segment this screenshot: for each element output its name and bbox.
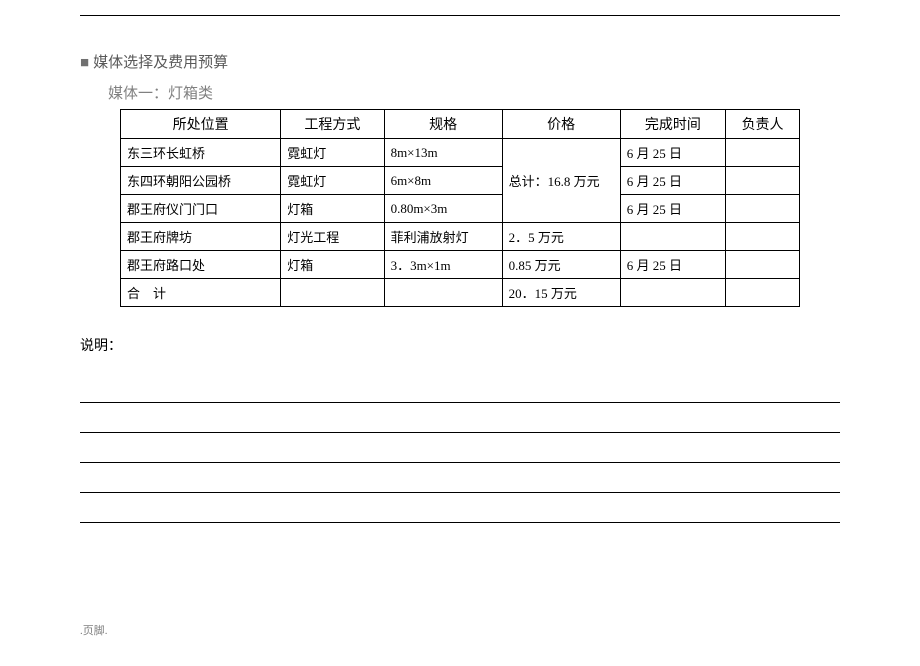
document-content: ■媒体选择及费用预算 媒体一：灯箱类 所处位置 工程方式 规格 价格 完成时间 … [80, 16, 840, 523]
header-person: 负责人 [726, 110, 800, 139]
cell-location: 郡王府仪门门口 [121, 195, 281, 223]
notes-section: 说明： [80, 335, 840, 523]
cell-time: 6 月 25 日 [620, 167, 725, 195]
cell-location: 东三环长虹桥 [121, 139, 281, 167]
sub-heading: 媒体一：灯箱类 [108, 82, 840, 103]
header-method: 工程方式 [281, 110, 384, 139]
table-total-row: 合 计 20．15 万元 [121, 279, 800, 307]
notes-line [80, 463, 840, 493]
cell-time: 6 月 25 日 [620, 139, 725, 167]
cell-method: 灯光工程 [281, 223, 384, 251]
table-row: 东三环长虹桥 霓虹灯 8m×13m 总计：16.8 万元 6 月 25 日 [121, 139, 800, 167]
notes-line [80, 433, 840, 463]
cell-price: 2．5 万元 [502, 223, 620, 251]
cell-location: 郡王府路口处 [121, 251, 281, 279]
cell-spec: 8m×13m [384, 139, 502, 167]
cell-person [726, 139, 800, 167]
bullet-icon: ■ [80, 55, 89, 71]
cell-spec: 0.80m×3m [384, 195, 502, 223]
table-row: 郡王府路口处 灯箱 3．3m×1m 0.85 万元 6 月 25 日 [121, 251, 800, 279]
budget-table: 所处位置 工程方式 规格 价格 完成时间 负责人 东三环长虹桥 霓虹灯 8m×1… [120, 109, 800, 307]
page-footer: .页脚. [80, 622, 108, 638]
cell-spec: 菲利浦放射灯 [384, 223, 502, 251]
header-location: 所处位置 [121, 110, 281, 139]
cell-method: 灯箱 [281, 195, 384, 223]
notes-line [80, 403, 840, 433]
header-spec: 规格 [384, 110, 502, 139]
cell-time: 6 月 25 日 [620, 251, 725, 279]
cell-location: 郡王府牌坊 [121, 223, 281, 251]
cell-spec: 3．3m×1m [384, 251, 502, 279]
cell-person [726, 167, 800, 195]
heading-text: 媒体选择及费用预算 [93, 55, 228, 71]
notes-label: 说明： [80, 335, 840, 355]
cell-empty [726, 279, 800, 307]
header-price: 价格 [502, 110, 620, 139]
notes-line [80, 493, 840, 523]
cell-location: 东四环朝阳公园桥 [121, 167, 281, 195]
table-row: 东四环朝阳公园桥 霓虹灯 6m×8m 6 月 25 日 [121, 167, 800, 195]
cell-spec: 6m×8m [384, 167, 502, 195]
notes-line [80, 373, 840, 403]
cell-total-label: 合 计 [121, 279, 281, 307]
cell-empty [384, 279, 502, 307]
table-header-row: 所处位置 工程方式 规格 价格 完成时间 负责人 [121, 110, 800, 139]
cell-total-value: 20．15 万元 [502, 279, 620, 307]
cell-empty [281, 279, 384, 307]
cell-method: 霓虹灯 [281, 167, 384, 195]
cell-method: 霓虹灯 [281, 139, 384, 167]
table-row: 郡王府仪门门口 灯箱 0.80m×3m 6 月 25 日 [121, 195, 800, 223]
cell-person [726, 251, 800, 279]
budget-table-wrap: 所处位置 工程方式 规格 价格 完成时间 负责人 东三环长虹桥 霓虹灯 8m×1… [120, 109, 840, 307]
header-time: 完成时间 [620, 110, 725, 139]
cell-empty [620, 279, 725, 307]
cell-time [620, 223, 725, 251]
cell-price: 0.85 万元 [502, 251, 620, 279]
cell-person [726, 223, 800, 251]
cell-method: 灯箱 [281, 251, 384, 279]
table-row: 郡王府牌坊 灯光工程 菲利浦放射灯 2．5 万元 [121, 223, 800, 251]
cell-person [726, 195, 800, 223]
cell-time: 6 月 25 日 [620, 195, 725, 223]
section-heading: ■媒体选择及费用预算 [80, 51, 840, 72]
cell-price-merged: 总计：16.8 万元 [502, 139, 620, 223]
